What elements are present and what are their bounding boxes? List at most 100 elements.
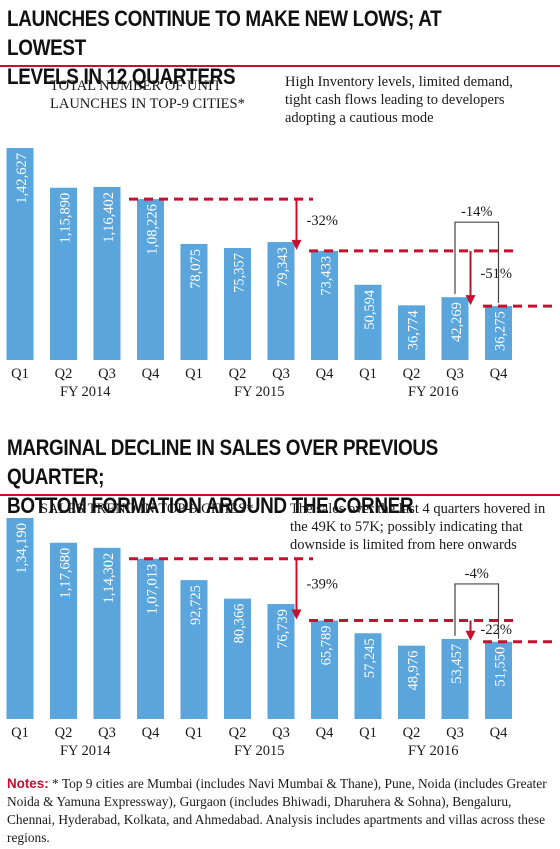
chart-annotation: High Inventory levels, limited demand, xyxy=(285,74,513,90)
x-tick-label: Q1 xyxy=(359,725,377,741)
bar-value-label: 53,457 xyxy=(449,644,465,684)
fiscal-year-label: FY 2015 xyxy=(234,743,285,759)
bar xyxy=(180,580,208,719)
bar-value-label: 1,16,402 xyxy=(101,192,117,243)
bar xyxy=(137,558,164,719)
chart-annotation: The sales over the last 4 quarters hover… xyxy=(290,501,546,517)
comparison-bracket xyxy=(454,583,500,639)
bar xyxy=(224,598,251,719)
arrow-head xyxy=(465,295,476,306)
headline-rule xyxy=(0,65,560,67)
bar xyxy=(441,297,469,360)
x-tick-label: Q4 xyxy=(142,725,160,741)
arrow-head xyxy=(291,239,302,250)
chart-annotation: adopting a cautious mode xyxy=(285,110,434,126)
bar-value-label: 78,075 xyxy=(188,249,204,289)
fiscal-year-label: FY 2014 xyxy=(60,384,111,400)
bar-value-label: 1,08,226 xyxy=(145,204,161,255)
x-tick-label: Q3 xyxy=(272,366,290,382)
x-tick-label: Q3 xyxy=(446,725,464,741)
headline-launches: LAUNCHES CONTINUE TO MAKE NEW LOWS; AT L… xyxy=(7,6,442,89)
bar-value-label: 92,725 xyxy=(188,585,204,625)
chart-title: SALES TREND IN TOP-9 CITIES* xyxy=(40,501,254,517)
notes-text: * Top 9 cities are Mumbai (includes Navi… xyxy=(7,776,547,845)
bar xyxy=(267,604,295,719)
sales-bar-chart: SALES TREND IN TOP-9 CITIES* The sales ov… xyxy=(6,501,556,759)
x-tick-label: Q4 xyxy=(490,366,508,382)
bar xyxy=(354,284,382,360)
bar xyxy=(267,242,295,360)
x-tick-label: Q2 xyxy=(55,725,73,741)
arrow-head xyxy=(291,609,302,620)
chart-annotation: the 49K to 57K; possibly indicating that xyxy=(290,519,523,535)
bar-value-label: 36,774 xyxy=(406,310,422,351)
change-label: -39% xyxy=(307,576,338,592)
bar-value-label: 73,433 xyxy=(319,256,335,296)
x-tick-label: Q3 xyxy=(446,366,464,382)
bar xyxy=(180,243,208,360)
bar xyxy=(93,547,121,719)
bar-value-label: 80,366 xyxy=(232,604,248,644)
x-tick-label: Q2 xyxy=(55,366,73,382)
bar-value-label: 1,14,302 xyxy=(101,553,117,604)
bar-value-label: 76,739 xyxy=(275,609,291,649)
bar xyxy=(6,148,34,360)
x-tick-label: Q3 xyxy=(98,366,116,382)
launches-bar-chart: TOTAL NUMBER OF UNIT LAUNCHES IN TOP-9 CI… xyxy=(6,74,556,400)
x-tick-label: Q1 xyxy=(11,366,29,382)
bar xyxy=(50,187,77,360)
change-label: -32% xyxy=(307,213,338,229)
x-tick-label: Q3 xyxy=(98,725,116,741)
change-label: -22% xyxy=(481,622,512,638)
x-tick-label: Q2 xyxy=(403,725,421,741)
bar xyxy=(485,641,512,719)
x-tick-label: Q2 xyxy=(229,725,247,741)
bar xyxy=(224,247,251,360)
fiscal-year-label: FY 2014 xyxy=(60,743,111,759)
bar xyxy=(311,250,338,360)
fiscal-year-label: FY 2016 xyxy=(408,384,459,400)
bar xyxy=(398,305,425,360)
bar-value-label: 79,343 xyxy=(275,247,291,287)
bar xyxy=(50,542,77,719)
x-tick-label: Q3 xyxy=(272,725,290,741)
x-tick-label: Q1 xyxy=(359,366,377,382)
x-tick-label: Q1 xyxy=(11,725,29,741)
bar-value-label: 1,42,627 xyxy=(14,153,30,204)
bar-value-label: 1,15,890 xyxy=(58,193,74,244)
headline-sales: MARGINAL DECLINE IN SALES OVER PREVIOUS … xyxy=(7,435,438,518)
x-tick-label: Q4 xyxy=(316,725,334,741)
bar xyxy=(311,620,338,719)
fiscal-year-label: FY 2015 xyxy=(234,384,285,400)
bar xyxy=(485,306,512,360)
change-label: -14% xyxy=(461,204,492,220)
chart-annotation: tight cash flows leading to developers xyxy=(285,92,505,108)
bar-value-label: 48,976 xyxy=(406,651,422,691)
bar-value-label: 57,245 xyxy=(362,638,378,678)
bar-value-label: 51,550 xyxy=(493,647,509,687)
chart-title: TOTAL NUMBER OF UNIT xyxy=(50,78,222,94)
x-tick-label: Q2 xyxy=(403,366,421,382)
bar-value-label: 75,357 xyxy=(232,253,248,293)
change-label: -51% xyxy=(481,266,512,282)
bar xyxy=(6,518,34,719)
headline-rule xyxy=(0,494,560,496)
bar xyxy=(441,638,469,719)
x-tick-label: Q4 xyxy=(142,366,160,382)
comparison-bracket xyxy=(454,221,500,304)
notes: Notes: * Top 9 cities are Mumbai (includ… xyxy=(7,775,555,847)
x-tick-label: Q4 xyxy=(490,725,508,741)
chart-annotation: downside is limited from here onwards xyxy=(290,537,517,553)
bar-value-label: 42,269 xyxy=(449,302,465,342)
bar-value-label: 65,789 xyxy=(319,625,335,665)
bar xyxy=(137,199,164,360)
bar-value-label: 50,594 xyxy=(362,289,378,330)
bar xyxy=(93,186,121,360)
change-label: -4% xyxy=(465,566,489,582)
bar-value-label: 1,07,013 xyxy=(145,564,161,615)
x-tick-label: Q1 xyxy=(185,725,203,741)
x-tick-label: Q2 xyxy=(229,366,247,382)
chart-title: LAUNCHES IN TOP-9 CITIES* xyxy=(50,96,245,112)
bar xyxy=(398,645,425,719)
fiscal-year-label: FY 2016 xyxy=(408,743,459,759)
